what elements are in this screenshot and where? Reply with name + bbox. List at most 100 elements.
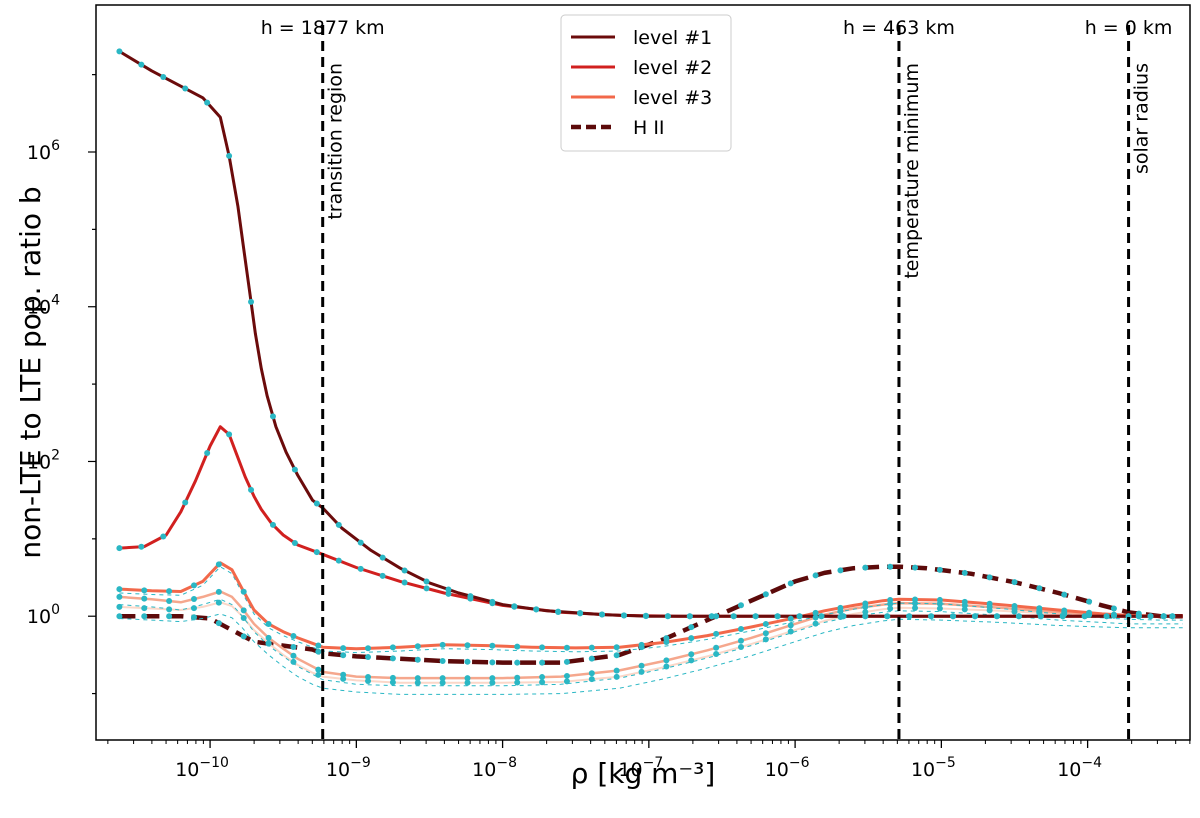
- model-marker: [166, 588, 173, 595]
- model-marker: [340, 645, 347, 652]
- model-marker: [141, 587, 148, 594]
- series-line: [119, 601, 1183, 684]
- model-marker: [887, 563, 894, 570]
- model-marker: [912, 604, 919, 611]
- model-marker: [265, 634, 272, 641]
- model-marker: [620, 612, 627, 619]
- model-marker: [787, 615, 794, 622]
- model-marker: [762, 591, 769, 598]
- x-axis-label: ρ [kg m⁻³]: [571, 757, 716, 790]
- model-marker: [539, 679, 546, 686]
- model-marker: [663, 635, 670, 642]
- model-marker: [138, 543, 145, 550]
- model-marker: [638, 668, 645, 675]
- x-tick-label: 10−4: [1057, 755, 1102, 781]
- model-marker: [464, 642, 471, 649]
- model-marker: [1103, 613, 1110, 620]
- model-marker: [961, 606, 968, 613]
- model-marker: [290, 658, 297, 665]
- model-marker: [1110, 605, 1117, 612]
- model-marker: [240, 607, 247, 614]
- model-marker: [1086, 611, 1093, 618]
- model-marker: [514, 674, 521, 681]
- model-marker: [887, 605, 894, 612]
- model-marker: [401, 567, 408, 574]
- model-marker: [141, 613, 148, 620]
- model-marker: [688, 657, 695, 664]
- model-marker: [762, 620, 769, 627]
- legend-label: H II: [633, 117, 665, 139]
- model-marker: [489, 642, 496, 649]
- model-marker: [588, 676, 595, 683]
- model-marker: [563, 678, 570, 685]
- y-tick-label: 100: [27, 602, 60, 628]
- legend-label: level #2: [633, 57, 712, 79]
- model-marker: [315, 642, 322, 649]
- model-marker: [467, 595, 474, 602]
- model-marker: [489, 659, 496, 666]
- model-marker: [812, 572, 819, 579]
- model-marker: [464, 675, 471, 682]
- model-marker: [837, 608, 844, 615]
- y-axis-label: non-LTE to LTE pop. ratio b: [14, 186, 47, 558]
- model-marker: [663, 663, 670, 670]
- model-marker: [1036, 585, 1043, 592]
- x-tick-label: 10−6: [765, 755, 810, 781]
- model-marker: [1086, 598, 1093, 605]
- model-marker: [439, 679, 446, 686]
- model-marker: [226, 152, 233, 159]
- model-marker: [240, 633, 247, 640]
- model-marker: [166, 598, 173, 605]
- model-marker: [265, 620, 272, 627]
- model-marker: [240, 614, 247, 621]
- model-marker: [774, 613, 781, 620]
- model-marker: [862, 613, 869, 620]
- region-label: temperature minimum: [901, 63, 923, 279]
- model-marker: [762, 630, 769, 637]
- model-marker: [414, 675, 421, 682]
- model-marker: [489, 675, 496, 682]
- model-marker: [993, 613, 1000, 620]
- model-marker: [439, 658, 446, 665]
- vline-layer: h = 1877 km transition region h = 463 km te…: [261, 17, 1172, 740]
- model-marker: [713, 630, 720, 637]
- model-marker: [686, 613, 693, 620]
- model-marker: [1061, 591, 1068, 598]
- model-marker: [423, 585, 430, 592]
- legend-label: level #1: [633, 27, 712, 49]
- model-marker: [379, 554, 386, 561]
- model-marker: [887, 600, 894, 607]
- model-marker: [340, 671, 347, 678]
- model-marker: [936, 566, 943, 573]
- y-tick-label: 102: [27, 447, 60, 473]
- model-marker: [514, 659, 521, 666]
- model-marker: [265, 640, 272, 647]
- model-marker: [737, 643, 744, 650]
- model-marker: [190, 596, 197, 603]
- series-line: [119, 561, 1183, 651]
- model-marker: [116, 593, 123, 600]
- series-line: [119, 590, 1183, 680]
- model-marker: [664, 613, 671, 620]
- model-marker: [290, 652, 297, 659]
- model-marker: [357, 565, 364, 572]
- model-marker: [533, 606, 540, 613]
- model-marker: [514, 643, 521, 650]
- model-marker: [340, 675, 347, 682]
- model-marker: [313, 500, 320, 507]
- model-marker: [577, 610, 584, 617]
- model-marker: [166, 606, 173, 613]
- model-marker: [563, 644, 570, 651]
- model-marker: [313, 549, 320, 556]
- model-marker: [414, 679, 421, 686]
- model-marker: [950, 613, 957, 620]
- x-tick-label: 10−9: [326, 755, 371, 781]
- model-marker: [489, 679, 496, 686]
- model-marker: [389, 644, 396, 651]
- model-marker: [588, 655, 595, 662]
- model-marker: [248, 486, 255, 493]
- model-marker: [796, 613, 803, 620]
- model-marker: [116, 586, 123, 593]
- model-marker: [638, 644, 645, 651]
